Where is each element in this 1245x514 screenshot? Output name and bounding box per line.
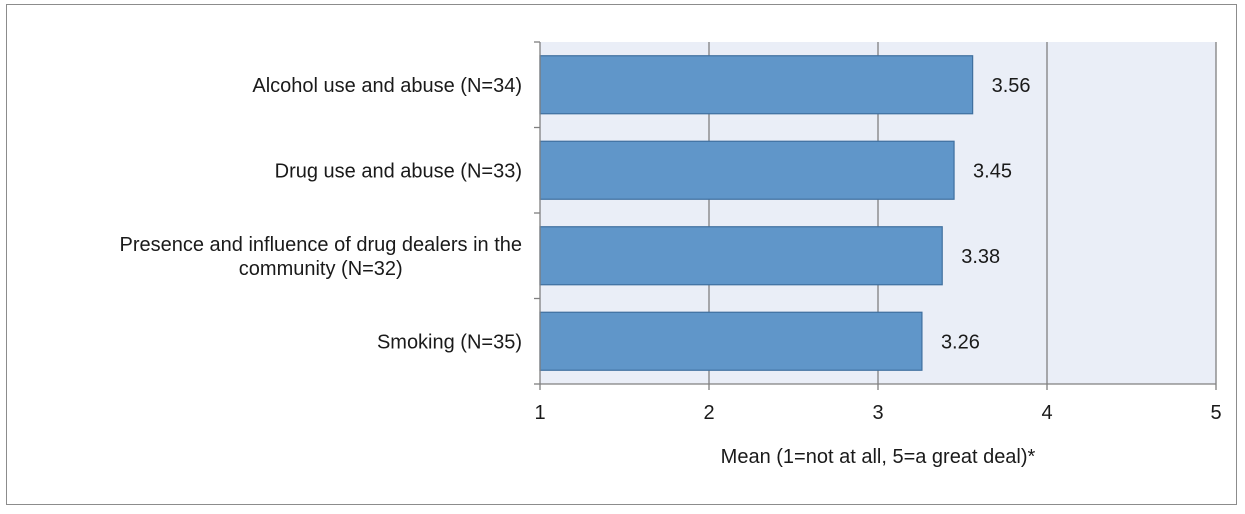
x-tick-label: 4 [1041,402,1052,424]
bar [539,55,974,115]
data-label: 3.26 [941,331,980,353]
category-label: Alcohol use and abuse (N=34) [252,75,522,97]
x-tick-label: 1 [534,402,545,424]
chart-frame: 3.56 Alcohol use and abuse (N=34) 3.45 Drug… [6,4,1237,505]
bar [539,311,923,371]
x-tick-label: 2 [703,402,714,424]
axes [534,41,1217,390]
labels: 3.56 Alcohol use and abuse (N=34) 3.45 Drug… [120,75,1222,424]
bar-chart: 3.56 Alcohol use and abuse (N=34) 3.45 Drug… [120,41,1222,468]
x-tick-label: 5 [1210,402,1221,424]
bar [539,140,955,200]
data-label: 3.38 [961,246,1000,268]
x-tick-label: 3 [872,402,883,424]
category-label: Smoking (N=35) [377,331,522,353]
data-label: 3.56 [992,75,1031,97]
category-label: Drug use and abuse (N=33) [275,160,522,182]
bar [539,226,943,286]
data-label: 3.45 [973,160,1012,182]
bars [539,55,974,371]
x-axis-title: Mean (1=not at all, 5=a great deal)* [721,446,1036,468]
category-label: Presence and influence of drug dealers i… [120,234,523,256]
category-label: community (N=32) [239,258,403,280]
